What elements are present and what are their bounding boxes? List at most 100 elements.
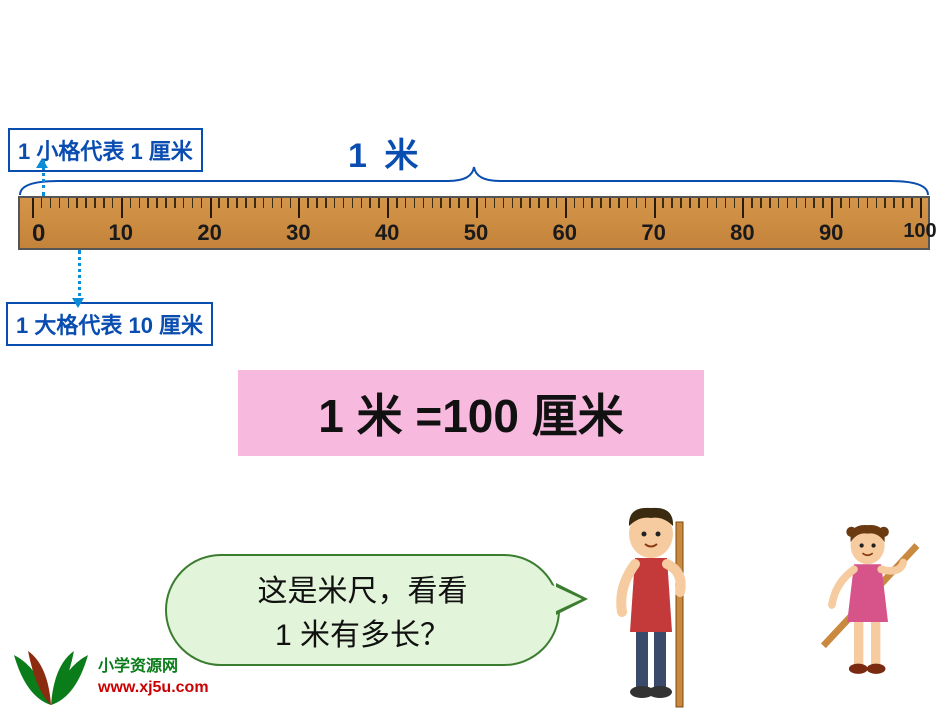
- ruler-minor-tick: [893, 198, 895, 208]
- ruler-minor-tick: [787, 198, 789, 208]
- ruler-minor-tick: [716, 198, 718, 208]
- ruler-minor-tick: [218, 198, 220, 208]
- ruler-minor-tick: [876, 198, 878, 208]
- ruler-minor-tick: [414, 198, 416, 208]
- ruler-major-tick: [210, 198, 212, 218]
- ruler-major-tick: [387, 198, 389, 218]
- ruler-minor-tick: [41, 198, 43, 208]
- pointer-big-tick: [78, 250, 81, 304]
- ruler-minor-tick: [334, 198, 336, 208]
- ruler-major-tick: [476, 198, 478, 218]
- ruler-minor-tick: [68, 198, 70, 208]
- ruler: 0102030405060708090100: [18, 196, 930, 250]
- ruler-minor-tick: [423, 198, 425, 208]
- ruler-minor-tick: [645, 198, 647, 208]
- speech-bubble: 这是米尺，看看1 米有多长？: [165, 554, 560, 666]
- ruler-minor-tick: [538, 198, 540, 208]
- ruler-minor-tick: [343, 198, 345, 208]
- ruler-minor-tick: [432, 198, 434, 208]
- ruler-minor-tick: [139, 198, 141, 208]
- ruler-minor-tick: [671, 198, 673, 208]
- ruler-minor-tick: [440, 198, 442, 208]
- ruler-minor-tick: [307, 198, 309, 208]
- ruler-minor-tick: [627, 198, 629, 208]
- ruler-minor-tick: [103, 198, 105, 208]
- ruler-minor-tick: [494, 198, 496, 208]
- ruler-tick-label: 50: [464, 220, 488, 246]
- ruler-minor-tick: [281, 198, 283, 208]
- ruler-minor-tick: [778, 198, 780, 208]
- ruler-minor-tick: [458, 198, 460, 208]
- ruler-minor-tick: [165, 198, 167, 208]
- ruler-minor-tick: [884, 198, 886, 208]
- logo-line1: 小学资源网: [98, 657, 209, 678]
- ruler-minor-tick: [378, 198, 380, 208]
- ruler-major-tick: [298, 198, 300, 218]
- speech-text: 这是米尺，看看1 米有多长？: [258, 566, 468, 654]
- ruler-major-tick: [32, 198, 34, 218]
- ruler-minor-tick: [174, 198, 176, 208]
- ruler-minor-tick: [147, 198, 149, 208]
- ruler-minor-tick: [734, 198, 736, 208]
- ruler-minor-tick: [50, 198, 52, 208]
- ruler-minor-tick: [183, 198, 185, 208]
- ruler-minor-tick: [529, 198, 531, 208]
- ruler-minor-tick: [503, 198, 505, 208]
- ruler-minor-tick: [352, 198, 354, 208]
- girl-illustration: [820, 520, 922, 690]
- ruler-major-tick: [920, 198, 922, 218]
- ruler-tick-label: 60: [553, 220, 577, 246]
- ruler-minor-tick: [574, 198, 576, 208]
- ruler-minor-tick: [636, 198, 638, 208]
- ruler-major-tick: [831, 198, 833, 218]
- ruler-minor-tick: [520, 198, 522, 208]
- ruler-minor-tick: [583, 198, 585, 208]
- ruler-minor-tick: [449, 198, 451, 208]
- ruler-minor-tick: [911, 198, 913, 208]
- ruler-minor-tick: [245, 198, 247, 208]
- equation-text: 1 米 =100 厘米: [318, 380, 624, 446]
- ruler-tick-label: 100: [903, 220, 936, 243]
- ruler-minor-tick: [680, 198, 682, 208]
- ruler-minor-tick: [556, 198, 558, 208]
- ruler-minor-tick: [467, 198, 469, 208]
- ruler-minor-tick: [698, 198, 700, 208]
- ruler-minor-tick: [325, 198, 327, 208]
- ruler-minor-tick: [405, 198, 407, 208]
- ruler-minor-tick: [396, 198, 398, 208]
- ruler-minor-tick: [85, 198, 87, 208]
- site-logo: 小学资源网 www.xj5u.com: [6, 647, 209, 709]
- logo-line2: www.xj5u.com: [98, 678, 209, 699]
- ruler-minor-tick: [805, 198, 807, 208]
- ruler-tick-label: 30: [286, 220, 310, 246]
- ruler-minor-tick: [689, 198, 691, 208]
- speech-tail: [552, 585, 582, 613]
- boy-illustration: [608, 502, 718, 712]
- ruler-minor-tick: [192, 198, 194, 208]
- ruler-minor-tick: [662, 198, 664, 208]
- ruler-minor-tick: [236, 198, 238, 208]
- ruler-minor-tick: [130, 198, 132, 208]
- ruler-minor-tick: [94, 198, 96, 208]
- ruler-minor-tick: [76, 198, 78, 208]
- ruler-minor-tick: [512, 198, 514, 208]
- equation-box: 1 米 =100 厘米: [238, 370, 704, 456]
- brace-icon: [18, 163, 930, 197]
- ruler-minor-tick: [760, 198, 762, 208]
- ruler-minor-tick: [263, 198, 265, 208]
- ruler-major-tick: [654, 198, 656, 218]
- arrow-up-icon: [36, 158, 48, 168]
- ruler-minor-tick: [600, 198, 602, 208]
- ruler-minor-tick: [112, 198, 114, 208]
- ruler-minor-tick: [751, 198, 753, 208]
- ruler-minor-tick: [849, 198, 851, 208]
- ruler-tick-label: 0: [32, 220, 45, 248]
- ruler-minor-tick: [254, 198, 256, 208]
- ruler-minor-tick: [796, 198, 798, 208]
- ruler-minor-tick: [840, 198, 842, 208]
- ruler-minor-tick: [156, 198, 158, 208]
- ruler-major-tick: [565, 198, 567, 218]
- ruler-minor-tick: [858, 198, 860, 208]
- ruler-minor-tick: [369, 198, 371, 208]
- ruler-minor-tick: [902, 198, 904, 208]
